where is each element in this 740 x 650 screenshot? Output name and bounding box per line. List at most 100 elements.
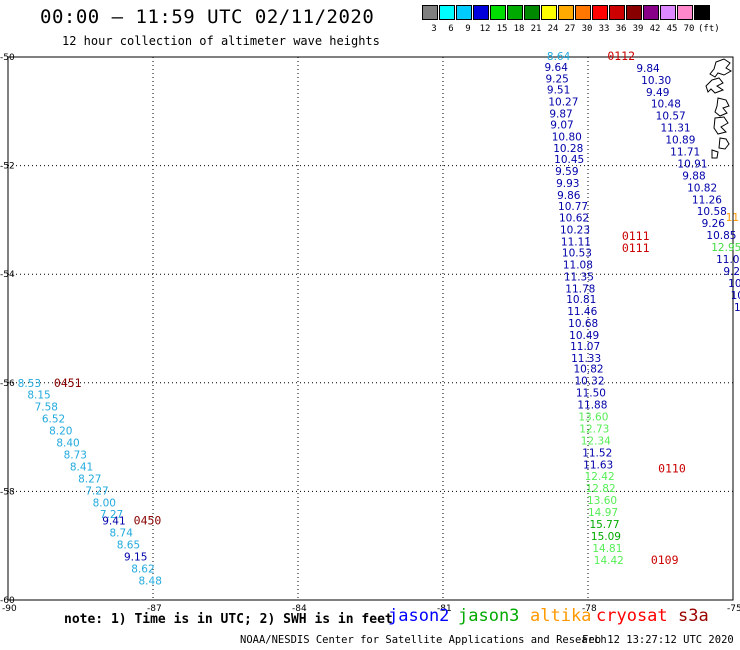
wave-height-value: 8.64 <box>547 51 571 63</box>
wave-height-value: 9.15 <box>124 552 147 564</box>
wave-height-value: 10.58 <box>697 206 727 218</box>
wave-height-value: 10.5 <box>728 278 740 290</box>
wave-height-value: 10.28 <box>553 143 583 155</box>
wave-height-value: 12.34 <box>581 435 611 447</box>
wave-height-value: 11.26 <box>692 194 722 206</box>
scale-label: 3 <box>431 24 437 34</box>
wave-height-value: 10.77 <box>558 201 588 213</box>
wave-height-value: 11.31 <box>661 123 691 135</box>
scale-swatch <box>694 5 710 20</box>
wave-height-value: 10.62 <box>559 213 589 225</box>
scale-label: 45 <box>666 24 678 34</box>
wave-height-value: 12.42 <box>585 471 615 483</box>
wave-height-value: 7.58 <box>35 402 58 414</box>
scale-label: 70 <box>683 24 695 34</box>
wave-height-value: 9.84 <box>636 63 660 75</box>
wave-height-value: 8.40 <box>56 438 79 450</box>
wave-height-value: 11.06 <box>716 254 740 266</box>
wave-height-value: 8.27 <box>78 473 101 485</box>
scale-swatch <box>473 5 489 20</box>
wave-height-value: 10.91 <box>677 158 707 170</box>
scale-swatch <box>558 5 574 20</box>
wave-height-value: 8.65 <box>117 540 140 552</box>
wave-height-value: 15.09 <box>591 531 621 543</box>
lon-tick-label: -84 <box>292 604 307 614</box>
coastline <box>714 97 730 117</box>
scale-label: 24 <box>547 24 559 34</box>
credit-line: NOAA/NESDIS Center for Satellite Applica… <box>240 634 607 646</box>
scale-swatch <box>439 5 455 20</box>
wave-height-value: 11.71 <box>670 146 700 158</box>
scale-label: 39 <box>632 24 644 34</box>
scale-label: 42 <box>649 24 661 34</box>
lon-tick-label: -81 <box>437 604 452 614</box>
lon-tick-label: -78 <box>582 604 597 614</box>
coastline <box>718 137 730 150</box>
scale-label: 21 <box>530 24 542 34</box>
pass-time-label: 0110 <box>658 462 686 476</box>
page-subtitle: 12 hour collection of altimeter wave hei… <box>62 34 380 48</box>
wave-height-value: 10.48 <box>651 99 681 111</box>
wave-height-value: 10.68 <box>568 318 598 330</box>
scale-swatch <box>422 5 438 20</box>
wave-height-value: 9.49 <box>646 87 669 99</box>
lat-tick-label: -60 <box>0 596 15 606</box>
wave-height-value: 10.45 <box>554 154 584 166</box>
wave-height-value: 13.60 <box>587 495 617 507</box>
wave-height-value: 10.49 <box>569 330 599 342</box>
coastline <box>709 58 732 78</box>
wave-height-value: 10.82 <box>574 364 604 376</box>
wave-height-value: 11.11 <box>561 237 591 249</box>
lat-tick-label: -54 <box>0 270 15 280</box>
wave-height-value: 10.23 <box>560 225 590 237</box>
scale-label: 15 <box>496 24 508 34</box>
wave-height-value: 8.74 <box>110 528 134 540</box>
wave-height-value: 8.62 <box>131 564 154 576</box>
wave-height-value: 10.80 <box>552 131 582 143</box>
scale-swatch <box>490 5 506 20</box>
generated-timestamp: Feb 12 13:27:12 UTC 2020 <box>582 634 734 646</box>
map-frame <box>7 56 734 601</box>
scale-label: (ft) <box>698 24 720 34</box>
page-title: 00:00 – 11:59 UTC 02/11/2020 <box>40 6 375 28</box>
wave-height-value: 11.08 <box>563 259 593 271</box>
scale-swatch <box>626 5 642 20</box>
wave-height-value: 15.77 <box>589 519 619 531</box>
units-note: note: 1) Time is in UTC; 2) SWH is in fe… <box>64 612 393 627</box>
wave-height-value: 11.50 <box>576 388 606 400</box>
wave-height-value: 10.32 <box>574 376 604 388</box>
wave-height-value: 9.51 <box>547 85 570 97</box>
pass-time-label: 0112 <box>607 49 635 63</box>
wave-height-value: 10.53 <box>562 247 592 259</box>
coastline <box>705 77 725 94</box>
wave-height-value: 9.88 <box>682 170 705 182</box>
wave-height-value: 6.52 <box>42 414 65 426</box>
scale-swatch <box>541 5 557 20</box>
scale-swatch <box>643 5 659 20</box>
scale-swatch <box>609 5 625 20</box>
wave-height-value: 9.59 <box>555 166 578 178</box>
wave-height-value: 12.73 <box>579 423 609 435</box>
lon-tick-label: -75 <box>727 604 740 614</box>
wave-height-value: 9.29 <box>723 266 740 278</box>
scale-label: 33 <box>598 24 610 34</box>
coastline <box>711 149 719 159</box>
satellite-cryosat: cryosat <box>596 606 668 626</box>
scale-swatch <box>575 5 591 20</box>
coastline <box>713 116 729 135</box>
wave-height-value: 12.95 <box>711 242 740 254</box>
wave-height-value: 14.81 <box>592 543 622 555</box>
wave-height-value: 10.30 <box>641 75 671 87</box>
wave-height-value: 12.82 <box>586 483 616 495</box>
scale-swatch <box>456 5 472 20</box>
scale-swatch <box>677 5 693 20</box>
wave-height-value: 7.27 <box>100 509 123 521</box>
scale-label: 9 <box>465 24 471 34</box>
satellite-altika: altika <box>530 606 592 626</box>
wave-height-value: 11.88 <box>577 400 607 412</box>
lat-tick-label: -58 <box>0 487 15 497</box>
wave-height-value: 10.81 <box>566 294 596 306</box>
wave-height-value: 14.42 <box>594 555 624 567</box>
lat-tick-label: -50 <box>0 53 15 63</box>
